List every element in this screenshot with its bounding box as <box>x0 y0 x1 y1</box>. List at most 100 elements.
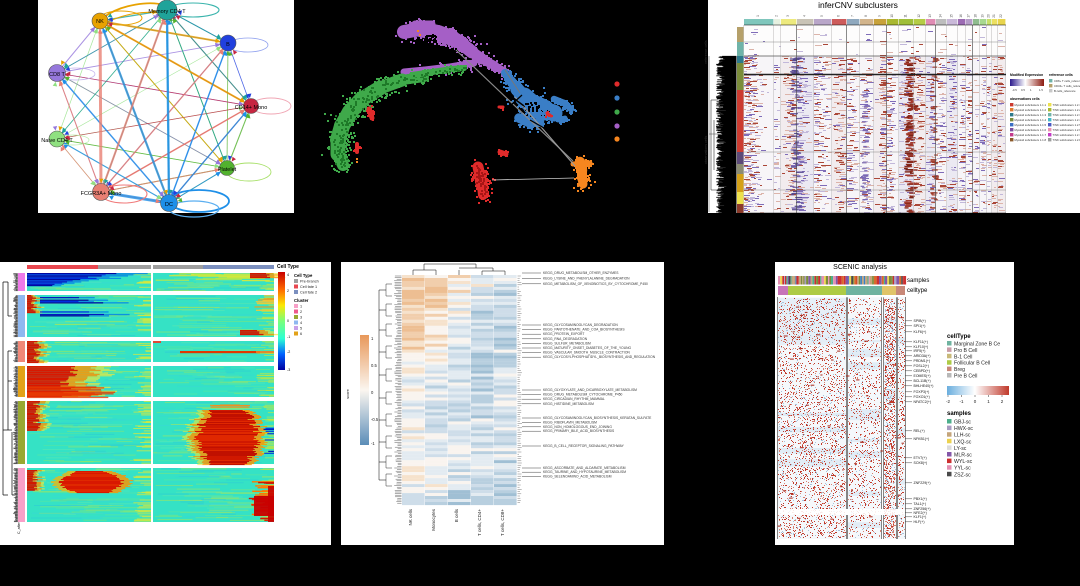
svg-text:celltype: celltype <box>907 288 928 294</box>
svg-text:Pro B Cell: Pro B Cell <box>954 348 977 354</box>
svg-text:-1: -1 <box>287 335 290 339</box>
svg-text:HWX-sc: HWX-sc <box>954 426 973 432</box>
svg-text:2: 2 <box>300 310 302 314</box>
svg-text:T/NK subclusters 1.2.1: T/NK subclusters 1.2.1 <box>1053 103 1080 107</box>
svg-text:Breg: Breg <box>954 367 965 373</box>
svg-text:samples: samples <box>907 278 929 284</box>
svg-text:3: 3 <box>300 316 302 320</box>
svg-text:Cell Type: Cell Type <box>277 264 299 270</box>
svg-text:6: 6 <box>300 332 302 336</box>
svg-text:13: 13 <box>928 14 932 18</box>
svg-text:BCL11B(+): BCL11B(+) <box>914 379 931 383</box>
svg-text:7: 7 <box>851 15 855 17</box>
svg-text:1: 1 <box>371 336 374 341</box>
svg-text:Monocytes: Monocytes <box>431 508 436 531</box>
svg-text:5: 5 <box>300 327 302 331</box>
svg-text:21: 21 <box>992 14 996 18</box>
svg-text:B cells: B cells <box>454 508 459 522</box>
svg-text:Pre B Cell: Pre B Cell <box>954 374 977 380</box>
svg-text:1.5: 1.5 <box>1039 88 1043 92</box>
svg-text:4: 4 <box>287 273 289 277</box>
svg-text:T/NK subclusters 1.2.3: T/NK subclusters 1.2.3 <box>1053 113 1080 117</box>
svg-text:T cells, CD8+: T cells, CD8+ <box>500 509 505 536</box>
svg-text:GBJ-sc: GBJ-sc <box>954 420 971 426</box>
svg-text:BHLHE40(+): BHLHE40(+) <box>914 384 934 388</box>
svg-text:NFKB1(+): NFKB1(+) <box>914 437 930 441</box>
svg-text:FCGR3A+ Mono: FCGR3A+ Mono <box>81 191 122 197</box>
svg-text:NK: NK <box>96 19 104 25</box>
svg-text:-0.5: -0.5 <box>1012 88 1017 92</box>
svg-text:Myeloid subclusters 1.1.7: Myeloid subclusters 1.1.7 <box>1015 133 1047 137</box>
svg-text:Pre-branch: Pre-branch <box>300 280 319 284</box>
svg-text:ZNF229(+): ZNF229(+) <box>914 481 931 485</box>
svg-text:Myeloid subclusters 1.1.3: Myeloid subclusters 1.1.3 <box>1015 113 1047 117</box>
svg-text:9: 9 <box>878 15 882 17</box>
svg-text:1: 1 <box>1030 88 1032 92</box>
svg-text:T/NK subclusters 1.2.2: T/NK subclusters 1.2.2 <box>1053 108 1080 112</box>
svg-text:10: 10 <box>890 14 894 18</box>
svg-text:KLF6(+): KLF6(+) <box>914 330 927 334</box>
svg-text:KEGG_HISTIDINE_METABOLISM: KEGG_HISTIDINE_METABOLISM <box>543 402 594 406</box>
svg-text:12: 12 <box>917 14 921 18</box>
svg-text:Cell Type: Cell Type <box>294 273 313 278</box>
svg-text:T/NK subclusters 1.2.8: T/NK subclusters 1.2.8 <box>1053 138 1080 142</box>
svg-text:CD14+ Mono: CD14+ Mono <box>235 105 268 111</box>
svg-text:KEGG_B_CELL_RECEPTOR_SIGNALING: KEGG_B_CELL_RECEPTOR_SIGNALING_PATHWAY <box>543 444 625 448</box>
svg-text:KEGG_CIRCADIAN_RHYTHM_MAMMAL: KEGG_CIRCADIAN_RHYTHM_MAMMAL <box>543 397 605 401</box>
svg-text:11: 11 <box>904 14 908 18</box>
svg-text:-1: -1 <box>959 399 963 404</box>
svg-text:KEGG_PANTOTHENATE_AND_COA_BIOS: KEGG_PANTOTHENATE_AND_COA_BIOSYNTHESIS <box>543 328 625 332</box>
svg-text:KLF10(+): KLF10(+) <box>914 345 929 349</box>
svg-text:KEGG_DRUG_METABOLISM_CYTOCHROM: KEGG_DRUG_METABOLISM_CYTOCHROME_P450 <box>543 393 623 397</box>
svg-text:TAL1(+): TAL1(+) <box>914 502 926 506</box>
svg-text:FOXO1(+): FOXO1(+) <box>914 395 930 399</box>
svg-text:19: 19 <box>981 14 985 18</box>
svg-text:KEGG_RNA_DEGRADATION: KEGG_RNA_DEGRADATION <box>543 337 588 341</box>
svg-text:KLF11(+): KLF11(+) <box>914 340 928 344</box>
svg-text:MLR-sc: MLR-sc <box>954 453 972 459</box>
svg-text:NFE2(+): NFE2(+) <box>914 511 927 515</box>
svg-text:Follicular B Cell: Follicular B Cell <box>954 361 990 367</box>
svg-text:2: 2 <box>1001 399 1004 404</box>
svg-text:2: 2 <box>775 15 779 17</box>
svg-text:KEGG_LYSINE_AND_PHENYLALANINE_: KEGG_LYSINE_AND_PHENYLALANINE_DEGRADATIO… <box>543 276 630 280</box>
svg-text:Cell fate 2: Cell fate 2 <box>300 291 317 295</box>
svg-text:ARID3A(+): ARID3A(+) <box>914 354 931 358</box>
svg-text:T/NK subclusters 1.2.5: T/NK subclusters 1.2.5 <box>1053 123 1080 127</box>
svg-text:20: 20 <box>987 14 991 18</box>
svg-text:KEGG_METABOLISM_OF_XENOBIOTICS: KEGG_METABOLISM_OF_XENOBIOTICS_BY_CYTOCH… <box>543 282 648 286</box>
svg-text:-3: -3 <box>287 368 290 372</box>
svg-text:KEGG_ASCORBATE_AND_ALDARATE_ME: KEGG_ASCORBATE_AND_ALDARATE_METABOLISM <box>543 466 626 470</box>
svg-text:0.5: 0.5 <box>371 363 377 368</box>
svg-text:-1: -1 <box>371 441 375 446</box>
svg-text:T/NK subclusters 1.2.7: T/NK subclusters 1.2.7 <box>1053 133 1080 137</box>
svg-text:-2: -2 <box>946 399 950 404</box>
svg-text:8: 8 <box>864 15 868 17</box>
svg-text:KEGG_SULFUR_METABOLISM: KEGG_SULFUR_METABOLISM <box>543 341 591 345</box>
svg-text:T/NK subclusters 1.2.4: T/NK subclusters 1.2.4 <box>1053 118 1080 122</box>
svg-text:cellType: cellType <box>947 334 971 340</box>
svg-text:-2: -2 <box>287 350 290 354</box>
svg-text:LLH-sc: LLH-sc <box>954 433 971 439</box>
svg-text:ZNF256(+): ZNF256(+) <box>914 507 931 511</box>
svg-text:KEGG_VASCULAR_SMOOTH_MUSCLE_CO: KEGG_VASCULAR_SMOOTH_MUSCLE_CONTRACTION <box>543 351 630 355</box>
svg-text:CEBPD(+): CEBPD(+) <box>914 369 930 373</box>
svg-text:score: score <box>345 388 350 399</box>
svg-text:REL(+): REL(+) <box>914 429 925 433</box>
svg-text:Platelet: Platelet <box>218 167 237 173</box>
svg-text:Myeloid subclusters 1.1.4: Myeloid subclusters 1.1.4 <box>1015 118 1047 122</box>
svg-text:CD34+ T cells_reference: CD34+ T cells_reference <box>1054 84 1080 88</box>
svg-text:B cells_reference: B cells_reference <box>1054 89 1076 93</box>
svg-text:Memory CD4 T: Memory CD4 T <box>148 9 186 15</box>
svg-text:15: 15 <box>950 14 954 18</box>
svg-text:reference cells: reference cells <box>704 40 708 64</box>
svg-text:Cell fate 1: Cell fate 1 <box>300 285 317 289</box>
svg-text:Myeloid subclusters 1.1.6: Myeloid subclusters 1.1.6 <box>1015 128 1047 132</box>
svg-text:T cells, CD4+: T cells, CD4+ <box>477 509 482 536</box>
svg-text:5: 5 <box>820 15 824 17</box>
svg-text:-0.5: -0.5 <box>371 417 379 422</box>
svg-text:1: 1 <box>987 399 990 404</box>
svg-text:ETV7(+): ETV7(+) <box>914 456 927 460</box>
svg-text:NFATC2(+): NFATC2(+) <box>914 400 932 404</box>
svg-text:CD8 T: CD8 T <box>49 72 65 78</box>
